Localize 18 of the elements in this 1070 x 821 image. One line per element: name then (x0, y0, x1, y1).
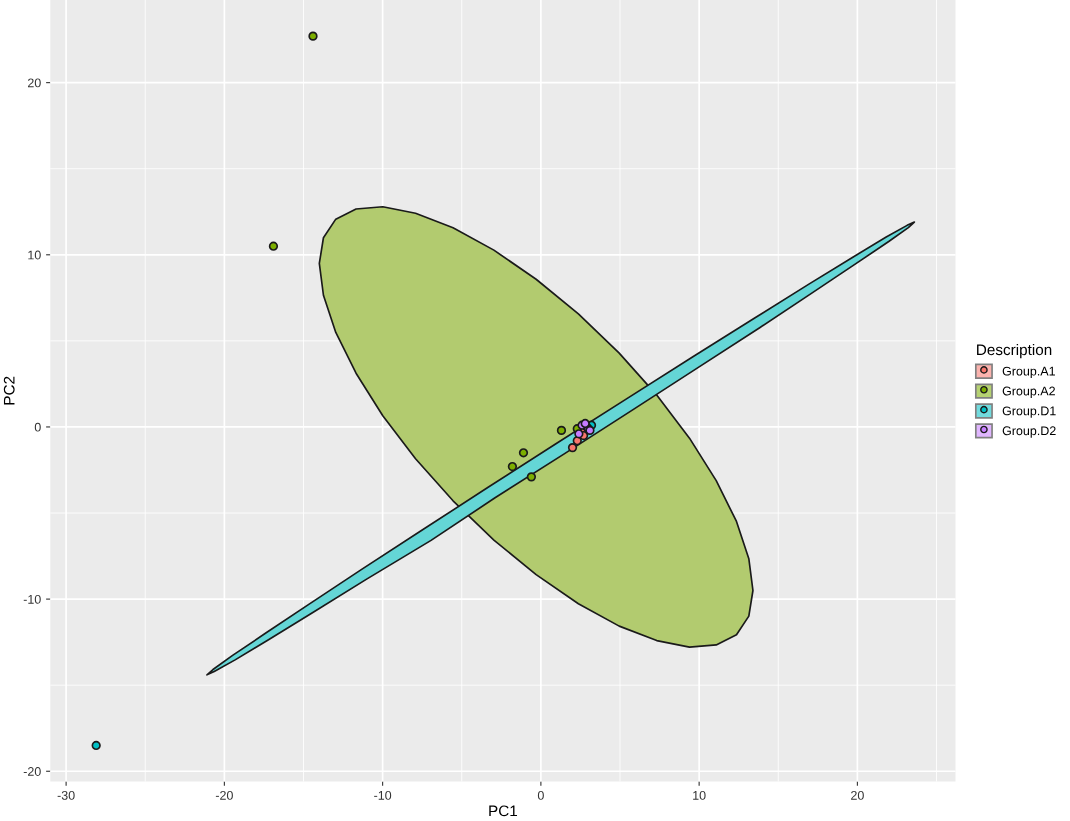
y-tick-label: -20 (23, 767, 41, 776)
y-axis-title: PC2 (3, 376, 15, 405)
x-axis-title: PC1 (489, 805, 518, 817)
x-tick-label: 10 (693, 790, 706, 800)
y-tick-label: -10 (23, 594, 41, 604)
x-tick-label: 20 (851, 790, 864, 800)
x-tick-label: -30 (57, 790, 75, 800)
y-tick-label: 20 (27, 78, 41, 88)
legend-label: Group.D2 (1002, 426, 1056, 438)
legend-label: Group.D1 (1002, 406, 1056, 418)
x-tick-label: -20 (215, 790, 233, 800)
y-tick-label: 0 (34, 422, 41, 432)
legend-label: Group.A2 (1002, 386, 1055, 398)
x-tick-label: 0 (537, 790, 544, 800)
legend-label: Group.A1 (1002, 366, 1055, 379)
y-tick-label: 10 (28, 250, 41, 260)
legend-title: Description (977, 343, 1052, 359)
x-tick-label: -10 (374, 790, 392, 800)
